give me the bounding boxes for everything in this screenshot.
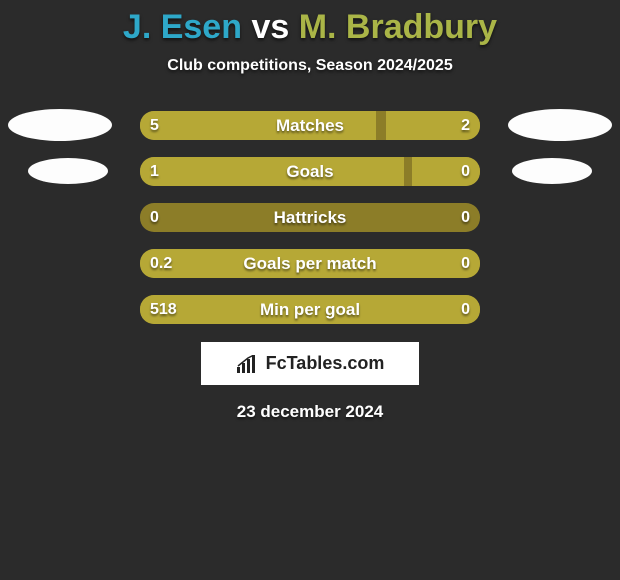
logo-box: FcTables.com	[201, 342, 419, 385]
player1-name: J. Esen	[123, 8, 242, 46]
player2-avatar	[508, 109, 612, 141]
stat-label: Goals per match	[140, 249, 480, 278]
chart-icon	[236, 355, 260, 373]
value-left: 1	[150, 157, 159, 186]
player1-avatar	[28, 158, 108, 184]
subtitle: Club competitions, Season 2024/2025	[0, 57, 620, 75]
logo-text: FcTables.com	[266, 353, 385, 374]
vs-text: vs	[251, 8, 289, 46]
value-left: 0.2	[150, 249, 172, 278]
value-right: 0	[461, 157, 470, 186]
value-left: 518	[150, 295, 177, 324]
value-left: 0	[150, 203, 159, 232]
value-right: 0	[461, 203, 470, 232]
date-text: 23 december 2024	[0, 402, 620, 422]
stat-label: Hattricks	[140, 203, 480, 232]
player1-avatar	[8, 109, 112, 141]
stat-label: Matches	[140, 111, 480, 140]
stat-row: Min per goal518 0	[0, 295, 620, 324]
value-right: 2	[461, 111, 470, 140]
stats-rows: Matches52Goals10Hattricks00Goals per mat…	[0, 111, 620, 324]
value-left: 5	[150, 111, 159, 140]
stat-label: Min per goal	[140, 295, 480, 324]
stat-row: Goals per match0.2 0	[0, 249, 620, 278]
stat-label: Goals	[140, 157, 480, 186]
stat-row: Hattricks0 0	[0, 203, 620, 232]
stat-row: Goals1 0	[0, 157, 620, 186]
value-right: 0	[461, 249, 470, 278]
value-right: 0	[461, 295, 470, 324]
player2-name: M. Bradbury	[299, 8, 497, 46]
stat-row: Matches5 2	[0, 111, 620, 140]
page-title: J. Esen vs M. Bradbury	[0, 0, 620, 47]
player2-avatar	[512, 158, 592, 184]
